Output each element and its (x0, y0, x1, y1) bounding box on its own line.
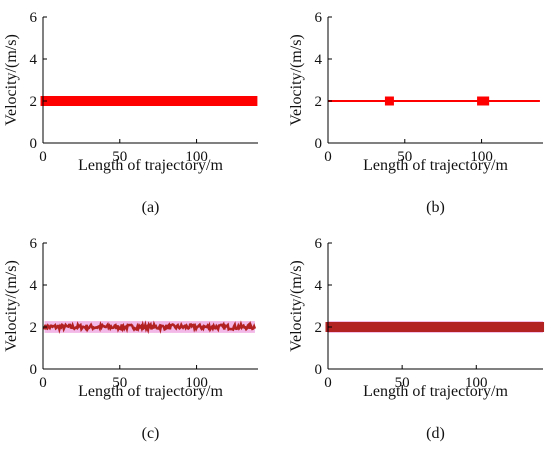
x-tick-label: 50 (395, 375, 410, 391)
y-tick-label: 4 (315, 278, 323, 294)
y-tick-label: 4 (30, 278, 38, 294)
y-tick-label: 0 (30, 362, 38, 378)
x-axis-label: Length of trajectory/m (363, 157, 508, 174)
series-marker (384, 96, 394, 106)
x-tick-label: 50 (112, 149, 127, 165)
x-tick-label: 100 (465, 375, 488, 391)
x-tick-label: 0 (324, 149, 332, 165)
y-tick-label: 2 (315, 94, 323, 110)
series-marker (480, 96, 490, 106)
y-axis-label: Velocity/(m/s) (288, 260, 305, 352)
y-tick-label: 4 (315, 52, 323, 68)
x-tick-label: 0 (39, 375, 47, 391)
x-axis-label: Length of trajectory/m (78, 383, 223, 400)
series-marker (249, 96, 258, 106)
y-tick-label: 6 (30, 10, 38, 26)
panel-label: (b) (426, 199, 445, 216)
x-axis-label: Length of trajectory/m (78, 157, 223, 174)
panel-label: (a) (142, 199, 160, 216)
y-axis-label: Velocity/(m/s) (3, 260, 20, 352)
x-tick-label: 0 (39, 149, 47, 165)
x-tick-label: 50 (112, 375, 127, 391)
y-tick-label: 4 (30, 52, 38, 68)
y-axis-label: Velocity/(m/s) (3, 34, 20, 126)
y-tick-label: 2 (30, 320, 38, 336)
x-axis-label: Length of trajectory/m (363, 383, 508, 400)
y-tick-label: 0 (30, 136, 38, 152)
y-tick-label: 6 (30, 236, 38, 252)
y-tick-label: 6 (315, 236, 323, 252)
y-axis-label: Velocity/(m/s) (288, 34, 305, 126)
panel-label: (c) (142, 425, 160, 442)
x-tick-label: 100 (470, 149, 493, 165)
x-tick-label: 100 (185, 149, 208, 165)
y-tick-label: 0 (315, 136, 323, 152)
y-tick-label: 2 (30, 94, 38, 110)
series-marker (536, 322, 545, 332)
y-tick-label: 2 (315, 320, 323, 336)
x-tick-label: 100 (185, 375, 208, 391)
y-tick-label: 6 (315, 10, 323, 26)
panel-label: (d) (426, 425, 445, 442)
x-tick-label: 0 (324, 375, 332, 391)
x-tick-label: 50 (397, 149, 412, 165)
y-tick-label: 0 (315, 362, 323, 378)
series-line (43, 320, 257, 335)
